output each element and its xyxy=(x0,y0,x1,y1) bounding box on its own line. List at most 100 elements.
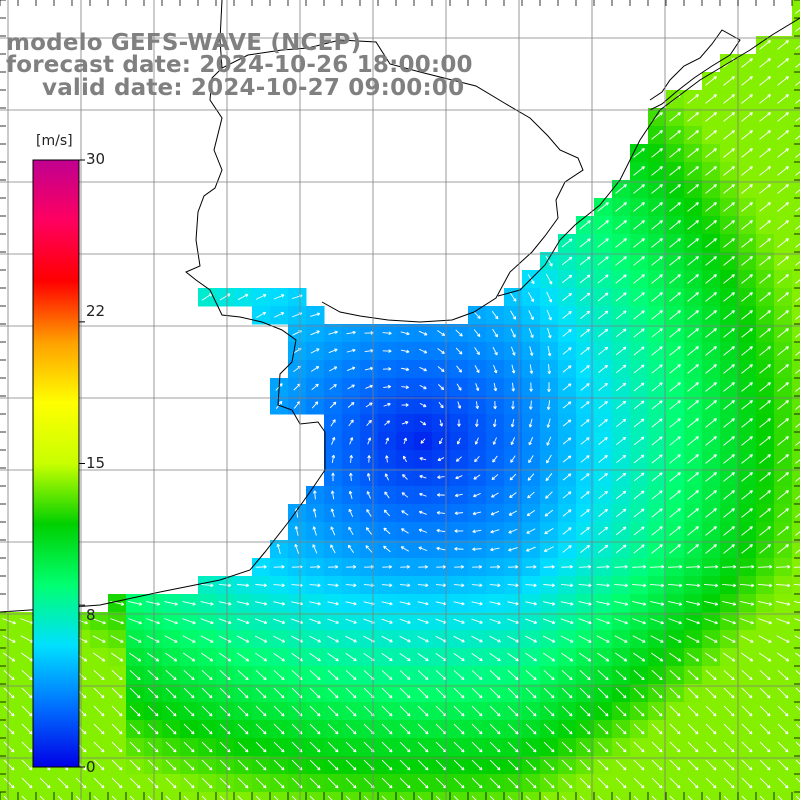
wind-arrow xyxy=(705,220,717,230)
wind-arrow xyxy=(723,220,735,230)
wind-arrow xyxy=(580,347,590,355)
speed-cell xyxy=(720,792,739,800)
wind-arrow xyxy=(310,330,320,336)
wind-arrow xyxy=(547,345,552,357)
wind-arrow xyxy=(310,312,321,317)
wind-arrow xyxy=(669,220,681,230)
wind-arrow xyxy=(579,292,591,302)
wind-arrow xyxy=(579,220,591,230)
wind-arrow xyxy=(615,202,627,212)
wind-arrow xyxy=(511,400,515,410)
wind-arrow xyxy=(545,473,553,482)
wind-arrow xyxy=(777,292,789,302)
wind-arrow xyxy=(651,400,663,410)
wind-arrow xyxy=(528,292,535,303)
wind-arrow xyxy=(579,256,591,266)
wind-arrow xyxy=(795,351,800,356)
wind-arrow xyxy=(528,436,534,446)
wind-arrow xyxy=(795,243,800,248)
wind-arrow xyxy=(526,528,536,534)
wind-arrow xyxy=(580,365,590,373)
wind-arrow xyxy=(777,220,789,230)
wind-arrow xyxy=(687,418,699,428)
wind-arrow xyxy=(420,420,427,426)
wind-arrow xyxy=(597,292,609,302)
wind-arrow xyxy=(401,528,409,534)
wind-arrow xyxy=(759,40,771,50)
wind-arrow xyxy=(580,527,590,535)
speed-cell xyxy=(792,612,800,631)
wind-arrow xyxy=(580,328,590,337)
wind-arrow xyxy=(365,402,373,408)
wind-arrow xyxy=(669,454,681,464)
wind-arrow xyxy=(615,292,627,302)
wind-arrow xyxy=(615,220,627,230)
wind-arrow xyxy=(651,184,663,194)
wind-arrow xyxy=(455,456,462,462)
wind-arrow xyxy=(493,401,497,410)
wind-arrow xyxy=(777,382,789,392)
wind-arrow xyxy=(510,328,516,338)
wind-arrow xyxy=(349,472,353,481)
wind-arrow xyxy=(597,202,609,212)
wind-arrow xyxy=(255,294,267,300)
wind-arrow xyxy=(472,529,482,534)
wind-arrow xyxy=(705,364,717,374)
wind-arrow xyxy=(687,472,699,482)
wind-arrow xyxy=(795,135,800,140)
wind-arrow xyxy=(777,238,789,248)
wind-arrow xyxy=(795,261,800,266)
wind-arrow xyxy=(598,364,608,373)
wind-arrow xyxy=(330,490,335,500)
wind-arrow xyxy=(562,347,572,355)
speed-cell xyxy=(216,792,235,800)
wind-arrow xyxy=(382,349,392,353)
wind-arrow xyxy=(759,382,771,392)
wind-arrow xyxy=(687,292,699,302)
wind-arrow xyxy=(420,438,426,444)
wind-arrow xyxy=(616,400,627,410)
wind-arrow xyxy=(385,455,389,463)
wind-arrow xyxy=(705,94,717,104)
wind-arrow xyxy=(723,490,735,500)
speed-cell xyxy=(486,792,505,800)
speed-cell xyxy=(774,792,793,800)
speed-cell xyxy=(576,792,595,800)
wind-arrow xyxy=(473,311,481,319)
wind-arrow xyxy=(759,184,771,194)
wind-arrow xyxy=(330,526,336,536)
wind-arrow xyxy=(529,382,533,392)
wind-arrow xyxy=(759,220,771,230)
wind-arrow xyxy=(349,454,353,463)
speed-cell xyxy=(234,792,253,800)
wind-arrow xyxy=(456,437,461,445)
wind-arrow xyxy=(401,403,409,407)
speed-cell xyxy=(792,324,800,343)
speed-cell xyxy=(468,792,487,800)
wind-arrow xyxy=(312,508,317,518)
wind-arrow xyxy=(456,365,462,373)
wind-arrow xyxy=(633,292,645,302)
wind-arrow xyxy=(365,527,373,535)
wind-arrow xyxy=(723,508,735,518)
wind-arrow xyxy=(437,475,445,479)
wind-arrow xyxy=(741,436,753,446)
wind-arrow xyxy=(651,472,663,482)
wind-arrow xyxy=(651,148,663,158)
speed-cell xyxy=(792,666,800,685)
wind-arrow xyxy=(777,112,789,122)
wind-arrow xyxy=(346,330,356,335)
speed-cell xyxy=(792,450,800,469)
wind-arrow xyxy=(669,238,681,248)
wind-arrow xyxy=(759,454,771,464)
wind-arrow xyxy=(331,472,335,482)
wind-arrow xyxy=(419,366,427,372)
wind-arrow xyxy=(687,400,699,410)
wind-arrow xyxy=(669,274,681,284)
speed-cell xyxy=(792,468,800,487)
wind-arrow xyxy=(348,526,354,536)
wind-arrow xyxy=(777,400,789,410)
speed-cell xyxy=(630,792,649,800)
wind-arrow xyxy=(402,474,408,480)
wind-arrow xyxy=(580,310,591,320)
